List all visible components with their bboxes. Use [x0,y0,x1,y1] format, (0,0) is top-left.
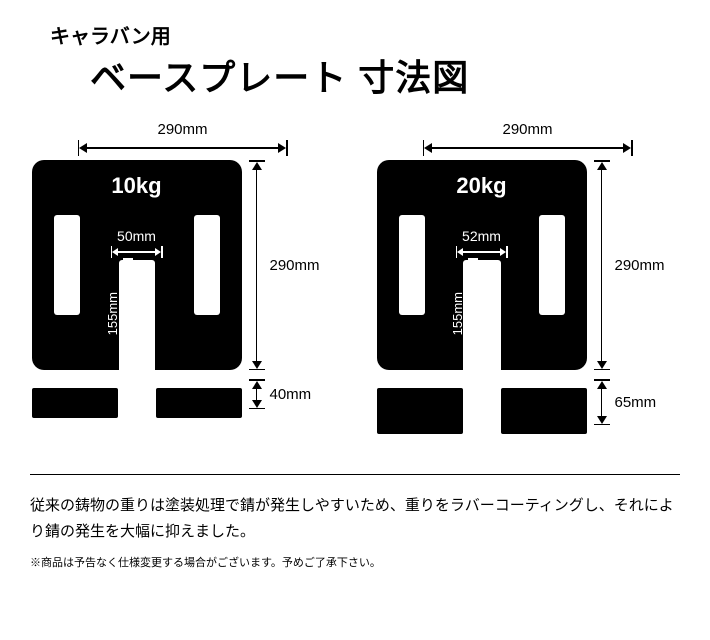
u-height-dimension: 155mm [105,258,134,370]
height-dimension: 290mm [248,160,320,370]
slot-width-dimension: 52mm [456,228,508,258]
title-block: キャラバン用 ベースプレート 寸法図 [0,0,710,111]
height-dimension: 290mm [593,160,665,370]
side-block-left [377,388,463,434]
main-title: ベースプレート 寸法図 [50,49,660,101]
plate-shape: 10kg 50mm 155mm [32,160,242,370]
side-height-label: 40mm [270,386,312,403]
plate-diagram-0: 290mm 10kg 50mm 155mm [18,121,348,434]
plate-shape: 20kg 52mm 155mm [377,160,587,370]
footer-note: ※商品は予告なく仕様変更する場合がございます。予めご了承下さい。 [30,554,680,570]
diagrams-container: 290mm 10kg 50mm 155mm [0,111,710,454]
side-view [377,388,587,434]
slot-left [54,215,80,315]
side-view [32,388,242,418]
width-dimension: 290mm [18,121,348,156]
weight-label: 10kg [32,173,242,199]
height-label: 290mm [615,257,665,274]
u-height-dimension: 155mm [450,258,479,370]
slot-right [194,215,220,315]
side-block-right [501,388,587,434]
slot-width-label: 50mm [117,228,156,244]
slot-width-dimension: 50mm [111,228,163,258]
u-height-label: 155mm [105,292,120,335]
side-block-left [32,388,118,418]
footer: 従来の鋳物の重りは塗装処理で錆が発生しやすいため、重りをラバーコーティングし、そ… [30,474,680,570]
width-dimension: 290mm [363,121,693,156]
side-height-dimension: 65mm [593,379,657,425]
slot-right [539,215,565,315]
side-block-right [156,388,242,418]
width-label: 290mm [363,121,693,138]
side-height-label: 65mm [615,394,657,411]
footer-description: 従来の鋳物の重りは塗装処理で錆が発生しやすいため、重りをラバーコーティングし、そ… [30,493,680,544]
side-height-dimension: 40mm [248,379,312,409]
subtitle: キャラバン用 [50,20,660,49]
height-label: 290mm [270,257,320,274]
width-label: 290mm [18,121,348,138]
slot-width-label: 52mm [462,228,501,244]
slot-left [399,215,425,315]
plate-diagram-1: 290mm 20kg 52mm 155mm [363,121,693,434]
u-height-label: 155mm [450,292,465,335]
weight-label: 20kg [377,173,587,199]
